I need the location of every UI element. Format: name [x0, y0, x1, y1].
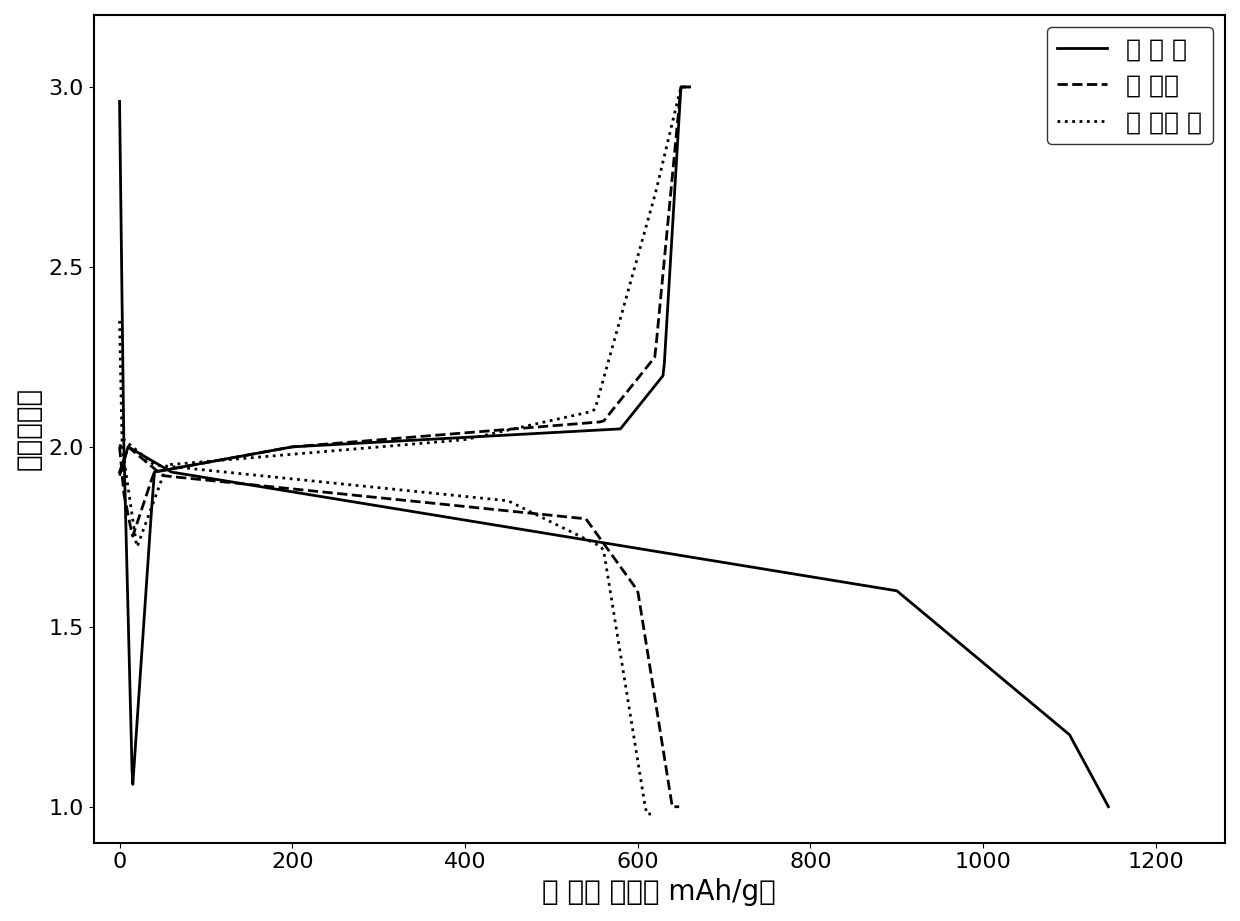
Line: 第 二周: 第 二周 — [119, 447, 680, 807]
Y-axis label: 电压（Ｖ）: 电压（Ｖ） — [15, 388, 43, 471]
第 五十 周 — [445, 490, 460, 501]
Line: 第 五十 周: 第 五十 周 — [119, 439, 653, 814]
第 一 周 — [233, 478, 248, 489]
第 二周 — [161, 471, 176, 482]
第 一 周 — [112, 467, 126, 478]
第 五十 周 — [529, 509, 544, 520]
第 一 周 — [652, 546, 667, 557]
第 二周 — [112, 470, 126, 481]
第 二周 — [120, 441, 135, 452]
第 五十 周 — [135, 449, 150, 460]
第 一 周 — [120, 441, 135, 452]
第 五十 周 — [640, 809, 655, 820]
第 二周 — [439, 499, 454, 510]
第 五十 周 — [621, 703, 636, 714]
第 二周 — [401, 495, 415, 507]
第 五十 周 — [117, 434, 131, 445]
第 五十 周 — [155, 460, 170, 472]
第 一 周 — [1101, 801, 1116, 812]
第 一 周 — [1017, 691, 1032, 702]
第 二周 — [314, 486, 329, 497]
Legend: 第 一 周, 第 二周, 第 五十 周: 第 一 周, 第 二周, 第 五十 周 — [1047, 28, 1213, 145]
第 二周 — [665, 801, 680, 812]
第 一 周 — [1059, 727, 1074, 738]
第 一 周 — [618, 541, 632, 552]
第 二周 — [642, 661, 657, 672]
第 五十 周 — [646, 809, 661, 820]
X-axis label: 放 电比 容量（ mAh/g）: 放 电比 容量（ mAh/g） — [542, 878, 776, 906]
第 一 周 — [114, 460, 129, 472]
第 二周 — [405, 495, 420, 507]
第 五十 周 — [305, 475, 320, 486]
第 二周 — [672, 801, 687, 812]
Line: 第 一 周: 第 一 周 — [119, 447, 1109, 807]
第 五十 周 — [112, 441, 126, 452]
